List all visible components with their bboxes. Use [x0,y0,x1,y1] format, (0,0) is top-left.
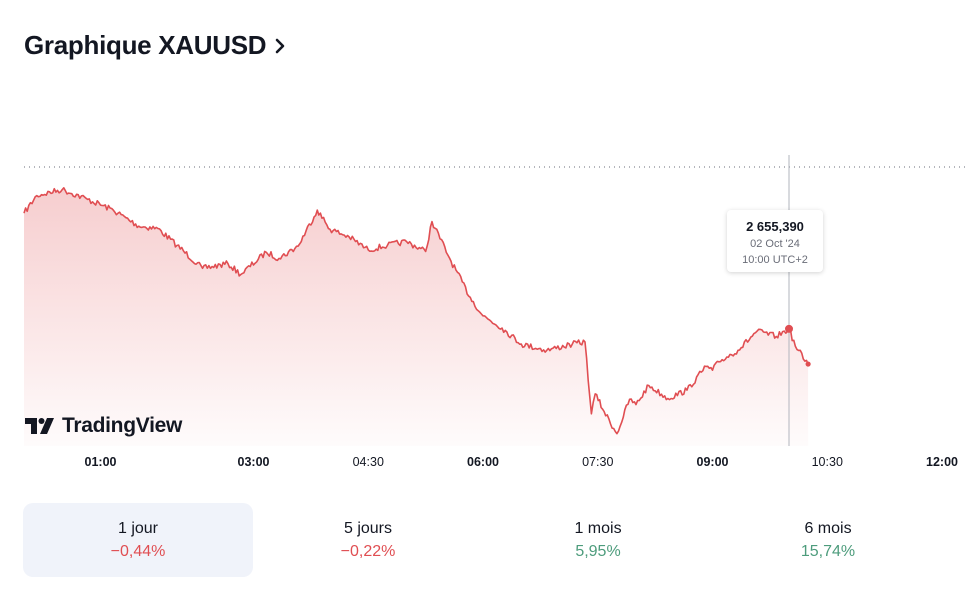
chart-title-link[interactable]: Graphique XAUUSD [24,30,292,61]
tab-1-month[interactable]: 1 mois 5,95% [483,503,713,577]
tab-change: −0,44% [110,542,166,560]
period-tabs: 1 jour −0,44% 5 jours −0,22% 1 mois 5,95… [23,503,943,577]
hover-point-marker [785,324,793,333]
tab-change: 5,95% [575,542,621,560]
x-tick-label: 12:00 [926,455,958,469]
x-tick-label: 09:00 [697,455,729,469]
price-area-fill [24,187,809,447]
x-tick-label: 06:00 [467,455,499,469]
last-price-marker [805,361,811,367]
x-tick-label: 07:30 [582,455,613,469]
chevron-right-icon [275,38,285,53]
tradingview-logo-icon [25,418,54,434]
tab-change: −0,22% [340,542,396,560]
price-chart[interactable]: 01:00 03:00 04:30 06:00 07:30 09:00 10:30 12:00 [0,0,966,480]
tab-label: 6 mois [804,519,852,537]
tooltip-price: 2 655,390 [746,219,804,234]
x-tick-label: 04:30 [353,455,384,469]
x-tick-label: 03:00 [238,455,270,469]
tooltip-date: 02 Oct '24 [750,238,800,250]
tab-1-day[interactable]: 1 jour −0,44% [23,503,253,577]
tooltip-time: 10:00 UTC+2 [742,254,808,266]
x-tick-label: 10:30 [812,455,843,469]
tab-6-months[interactable]: 6 mois 15,74% [713,503,943,577]
tab-label: 5 jours [343,519,393,537]
tradingview-wordmark: TradingView [62,414,183,437]
price-tooltip: 2 655,390 02 Oct '24 10:00 UTC+2 [727,210,823,272]
tradingview-logo[interactable]: TradingView [24,414,182,438]
x-axis: 01:00 03:00 04:30 06:00 07:30 09:00 10:30 12:00 [85,455,959,469]
tab-label: 1 mois [574,519,622,537]
price-line [23,187,809,435]
page-title: Graphique XAUUSD [24,30,267,60]
tab-change: 15,74% [800,542,856,560]
tab-label: 1 jour [117,519,159,537]
x-tick-label: 01:00 [85,455,117,469]
tab-5-days[interactable]: 5 jours −0,22% [253,503,483,577]
